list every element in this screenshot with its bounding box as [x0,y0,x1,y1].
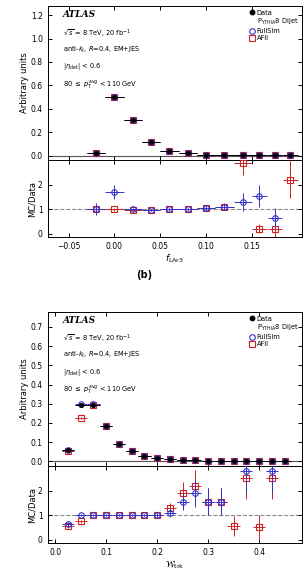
Legend: Data, P$_{\mathrm{YTHIA}}$8 Dijet, FullSim, AFII: Data, P$_{\mathrm{YTHIA}}$8 Dijet, FullS… [249,315,299,347]
Text: $\sqrt{s}$ = 8 TeV, 20 fb$^{-1}$: $\sqrt{s}$ = 8 TeV, 20 fb$^{-1}$ [63,28,131,40]
Text: $\sqrt{s}$ = 8 TeV, 20 fb$^{-1}$: $\sqrt{s}$ = 8 TeV, 20 fb$^{-1}$ [63,334,131,346]
Text: $|\eta_{\mathrm{det}}|$ < 0.6: $|\eta_{\mathrm{det}}|$ < 0.6 [63,62,101,72]
Text: (b): (b) [136,270,153,280]
Legend: Data, P$_{\mathrm{YTHIA}}$8 Dijet, FullSim, AFII: Data, P$_{\mathrm{YTHIA}}$8 Dijet, FullS… [249,9,299,41]
Text: 80 $\leq$ $p_{\mathrm{T}}^{\mathrm{avg}}$ < 110 GeV: 80 $\leq$ $p_{\mathrm{T}}^{\mathrm{avg}}… [63,384,137,397]
Text: anti-$k_{t}$, $R$=0.4, EM+JES: anti-$k_{t}$, $R$=0.4, EM+JES [63,350,140,361]
Text: ATLAS: ATLAS [63,316,96,325]
Text: 80 $\leq$ $p_{\mathrm{T}}^{\mathrm{avg}}$ < 110 GeV: 80 $\leq$ $p_{\mathrm{T}}^{\mathrm{avg}}… [63,78,137,91]
X-axis label: $\mathcal{W}_{\mathrm{trk}}$: $\mathcal{W}_{\mathrm{trk}}$ [165,559,185,571]
Y-axis label: MC/Data: MC/Data [27,487,37,523]
Y-axis label: MC/Data: MC/Data [27,181,37,217]
Y-axis label: Arbitrary units: Arbitrary units [20,53,29,113]
Text: $|\eta_{\mathrm{det}}|$ < 0.6: $|\eta_{\mathrm{det}}|$ < 0.6 [63,367,101,378]
X-axis label: $f_{\mathrm{LAr3}}$: $f_{\mathrm{LAr3}}$ [165,253,185,265]
Text: ATLAS: ATLAS [63,10,96,20]
Y-axis label: Arbitrary units: Arbitrary units [20,358,29,419]
Text: anti-$k_{t}$, $R$=0.4, EM+JES: anti-$k_{t}$, $R$=0.4, EM+JES [63,44,140,55]
